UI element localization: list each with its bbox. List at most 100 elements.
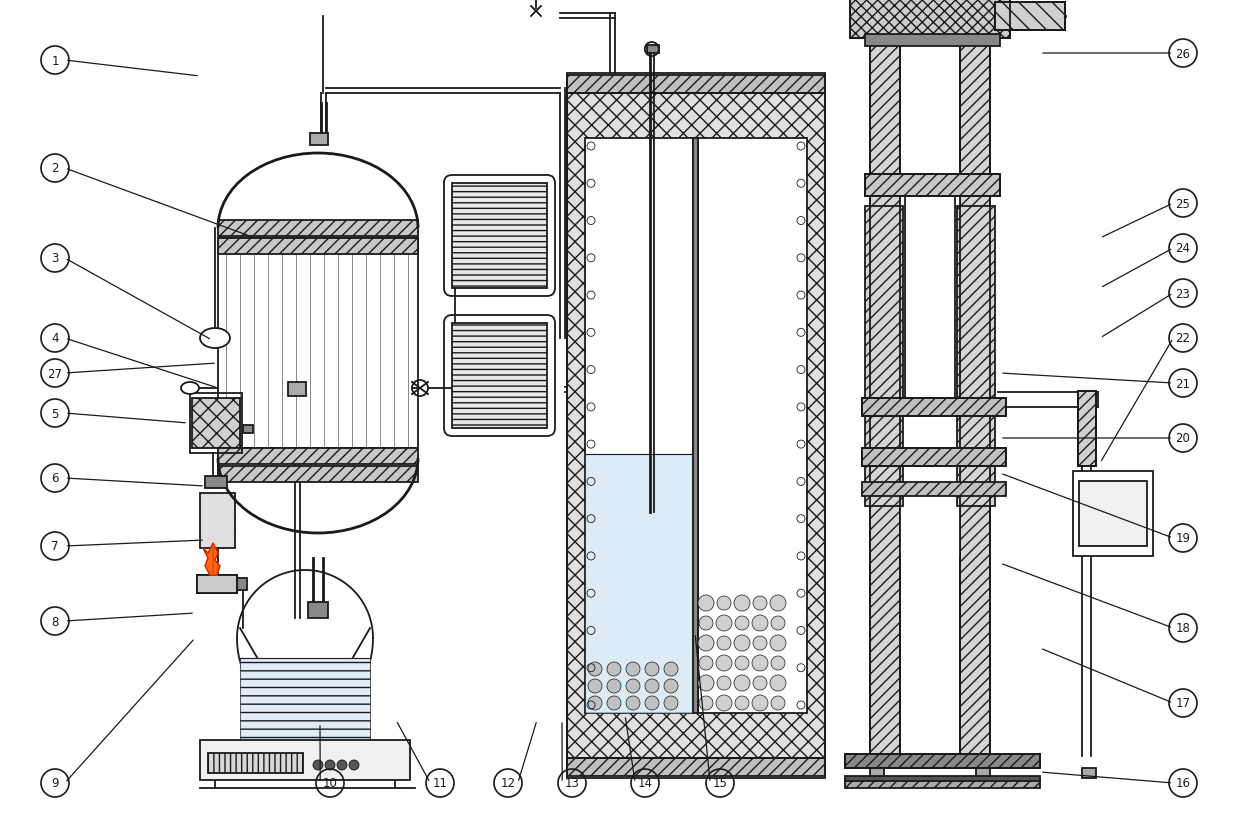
- Bar: [849, 0, 1011, 39]
- Circle shape: [608, 662, 621, 676]
- Bar: [567, 74, 825, 94]
- Bar: [647, 46, 658, 54]
- Text: 18: 18: [1176, 622, 1190, 635]
- Circle shape: [715, 655, 732, 672]
- Bar: [241, 658, 370, 740]
- Bar: [862, 449, 1006, 466]
- Bar: [218, 238, 418, 449]
- Bar: [994, 3, 1065, 31]
- Circle shape: [588, 679, 601, 693]
- Polygon shape: [587, 455, 692, 712]
- Bar: [567, 94, 825, 758]
- Circle shape: [588, 662, 601, 676]
- Text: 16: 16: [1176, 777, 1190, 790]
- Circle shape: [751, 655, 768, 672]
- Bar: [567, 758, 825, 776]
- Bar: [1073, 471, 1153, 556]
- Text: 17: 17: [1176, 696, 1190, 710]
- Bar: [870, 39, 900, 756]
- Circle shape: [626, 662, 640, 676]
- Circle shape: [608, 679, 621, 693]
- Bar: [994, 3, 1065, 31]
- Text: 26: 26: [1176, 47, 1190, 60]
- Circle shape: [663, 696, 678, 710]
- Bar: [866, 207, 903, 507]
- Bar: [849, 0, 1011, 39]
- Bar: [870, 768, 884, 778]
- Bar: [862, 483, 1006, 497]
- Text: 14: 14: [637, 777, 652, 790]
- Circle shape: [715, 696, 732, 711]
- Circle shape: [734, 595, 750, 611]
- Circle shape: [348, 760, 360, 770]
- Bar: [567, 76, 825, 94]
- Bar: [585, 139, 693, 713]
- Circle shape: [698, 675, 714, 691]
- Bar: [693, 139, 698, 713]
- Text: 27: 27: [47, 367, 62, 380]
- Bar: [218, 449, 418, 465]
- Text: 3: 3: [51, 253, 58, 265]
- Polygon shape: [241, 658, 370, 703]
- Circle shape: [698, 635, 714, 651]
- Bar: [866, 35, 999, 47]
- Text: 5: 5: [51, 407, 58, 420]
- Circle shape: [699, 657, 713, 670]
- Circle shape: [751, 615, 768, 631]
- Bar: [1078, 392, 1096, 466]
- Circle shape: [717, 596, 732, 610]
- Bar: [960, 39, 990, 756]
- Circle shape: [699, 696, 713, 710]
- Bar: [1083, 768, 1096, 778]
- Bar: [905, 177, 955, 407]
- Circle shape: [626, 679, 640, 693]
- Circle shape: [771, 616, 785, 630]
- Circle shape: [770, 635, 786, 651]
- Text: 6: 6: [51, 472, 58, 485]
- Circle shape: [735, 696, 749, 710]
- Circle shape: [735, 616, 749, 630]
- Bar: [200, 740, 410, 780]
- Bar: [218, 238, 418, 255]
- Circle shape: [698, 595, 714, 611]
- Circle shape: [626, 696, 640, 710]
- Text: 19: 19: [1176, 532, 1190, 545]
- Circle shape: [608, 696, 621, 710]
- Circle shape: [734, 635, 750, 651]
- Circle shape: [753, 636, 768, 650]
- Bar: [205, 476, 227, 489]
- Circle shape: [663, 662, 678, 676]
- Polygon shape: [203, 543, 219, 575]
- Bar: [844, 754, 1040, 768]
- Bar: [218, 466, 418, 483]
- Bar: [976, 768, 990, 778]
- Circle shape: [645, 662, 658, 676]
- Circle shape: [717, 636, 732, 650]
- Bar: [994, 3, 1065, 31]
- Circle shape: [699, 616, 713, 630]
- Circle shape: [735, 657, 749, 670]
- Text: 20: 20: [1176, 432, 1190, 445]
- Bar: [310, 134, 329, 146]
- Bar: [900, 187, 960, 556]
- Bar: [844, 776, 1040, 781]
- Bar: [200, 493, 236, 548]
- Circle shape: [645, 696, 658, 710]
- Bar: [197, 575, 237, 594]
- Text: 8: 8: [51, 614, 58, 628]
- Bar: [862, 398, 1006, 416]
- Text: 13: 13: [564, 777, 579, 790]
- Bar: [197, 575, 237, 594]
- Bar: [866, 175, 999, 197]
- Circle shape: [770, 675, 786, 691]
- Text: 23: 23: [1176, 287, 1190, 300]
- Bar: [237, 578, 247, 590]
- Circle shape: [717, 676, 732, 691]
- Text: 11: 11: [433, 777, 448, 790]
- Bar: [870, 39, 900, 756]
- Text: 10: 10: [322, 777, 337, 790]
- Bar: [698, 139, 807, 713]
- Circle shape: [588, 696, 601, 710]
- Circle shape: [753, 676, 768, 691]
- Circle shape: [715, 615, 732, 631]
